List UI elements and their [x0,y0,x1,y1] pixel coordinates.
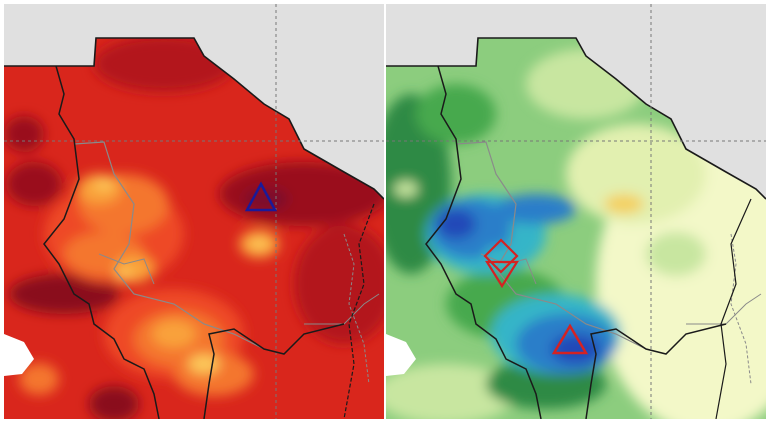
state-border-south [203,323,345,419]
map-panel-right [386,4,766,419]
municipal-border-1 [455,141,647,350]
municipal-border-4 [343,233,370,385]
municipal-border-4 [730,233,752,385]
coast-white [386,334,416,376]
marker-triangle-up [551,323,589,355]
state-border-east [343,203,375,419]
field-pale-center [566,124,706,224]
field-hot-4 [188,354,220,374]
municipal-border-3 [304,293,380,325]
field-light-spot-w [394,181,418,197]
field-light-sw [386,364,516,419]
country-border [4,37,384,200]
field-hot-8 [95,178,113,190]
municipal-border-1 [73,141,265,350]
field-sw-corner [19,363,59,395]
municipal-border-2 [98,253,155,285]
state-border-west [425,65,542,419]
field-dark-w2 [4,116,44,152]
map-right-svg [386,4,766,419]
field-hot-3 [152,320,196,348]
marker-diamond [483,238,519,274]
field-dark-sw [9,274,119,314]
field-medium-n [94,38,234,92]
field-hot-6 [250,238,268,250]
state-border-east [715,198,752,419]
field-light-e [646,232,706,276]
field-hot-1 [77,174,121,204]
field-medium-e [294,224,384,344]
field-yellow-spot [604,194,644,214]
state-border-west [43,65,160,419]
field-blue-arm [496,194,576,224]
map-panel-left [4,4,384,419]
coast-white [4,334,34,376]
field-dark-s [89,386,139,419]
country-border [386,37,766,200]
marker-triangle-up [244,181,278,212]
state-border-south [585,323,727,419]
marker-triangle-down [485,260,519,289]
field-deep-1 [436,209,476,239]
municipal-border-3 [686,293,762,325]
map-left-svg [4,4,384,419]
field-green-nw [416,84,496,144]
field-deep-2 [551,334,601,364]
field-dark-w [6,162,62,206]
